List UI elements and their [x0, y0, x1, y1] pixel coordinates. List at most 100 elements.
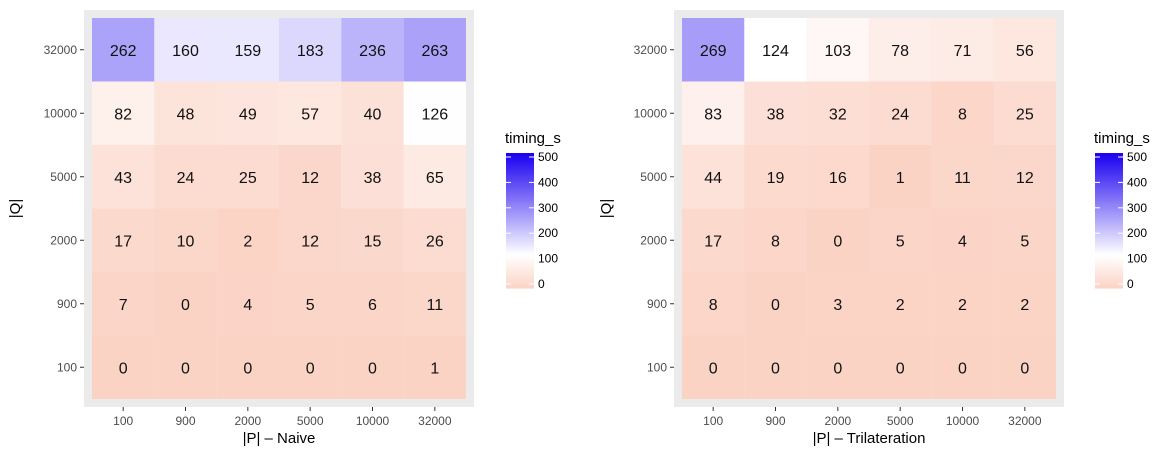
legend-gradient-step [1095, 164, 1123, 168]
legend-gradient-step [506, 270, 534, 273]
legend-gradient-step [506, 258, 534, 262]
legend-gradient-step [1095, 177, 1123, 181]
legend-gradient-step [1095, 175, 1123, 179]
cell-value-label: 0 [896, 360, 905, 377]
cell-value-label: 8 [709, 297, 718, 314]
legend-gradient-step [1095, 200, 1123, 204]
heatmap-cell [92, 81, 155, 145]
heatmap-cell [869, 208, 932, 272]
heatmap-cell [869, 145, 932, 209]
heatmap-cell [92, 335, 155, 399]
cell-value-label: 65 [426, 170, 444, 187]
cell-value-label: 0 [833, 233, 842, 250]
cell-value-label: 3 [833, 297, 842, 314]
heatmap-cell [154, 208, 217, 272]
legend-gradient-step [1095, 276, 1123, 280]
heatmap-cell [806, 81, 869, 145]
cell-value-label: 7 [119, 297, 128, 314]
legend-tick-label: 200 [1127, 226, 1147, 240]
legend-tick-label: 400 [1127, 175, 1147, 189]
y-tick-label: 2000 [50, 233, 77, 247]
heatmap-cell [216, 272, 279, 336]
legend-tick-label: 300 [538, 201, 558, 215]
x-tick-label: 2000 [234, 414, 261, 428]
legend-gradient-step [506, 220, 534, 224]
legend-gradient-step [1095, 238, 1123, 242]
heatmap-cell [869, 272, 932, 336]
heatmap-cell [993, 18, 1056, 82]
cell-value-label: 56 [1016, 43, 1034, 60]
cell-value-label: 40 [364, 106, 382, 123]
heatmap-cell [993, 81, 1056, 145]
heatmap-cell [92, 272, 155, 336]
heatmap-cell [744, 81, 807, 145]
x-tick-label: 32000 [1008, 414, 1042, 428]
legend-gradient-step [506, 238, 534, 242]
legend-gradient-step [1095, 211, 1123, 215]
legend-gradient-step [506, 256, 534, 260]
heatmap-cell [216, 145, 279, 209]
cell-value-label: 4 [958, 233, 967, 250]
legend-gradient-step [1095, 261, 1123, 264]
x-tick-label: 32000 [418, 414, 452, 428]
legend-gradient-step [1095, 218, 1123, 222]
legend-gradient-step [1095, 222, 1123, 226]
legend-gradient-step [506, 276, 534, 280]
y-tick-label: 2000 [640, 233, 667, 247]
x-tick-label: 5000 [297, 414, 324, 428]
y-tick-label: 10000 [44, 106, 78, 120]
cell-value-label: 0 [709, 360, 718, 377]
legend-gradient-step [506, 216, 534, 219]
legend-gradient-step [506, 171, 534, 174]
cell-value-label: 0 [833, 360, 842, 377]
legend-gradient-step [1095, 209, 1123, 213]
legend-gradient-step [1095, 267, 1123, 271]
legend-title: timing_s [505, 130, 561, 147]
legend-gradient-step [506, 204, 534, 208]
cell-value-label: 262 [110, 43, 137, 60]
heatmap-cell [403, 335, 466, 399]
heatmap-cell [216, 18, 279, 82]
legend-gradient-step [1095, 207, 1123, 210]
legend-gradient-step [506, 225, 534, 228]
legend-gradient-step [506, 202, 534, 206]
legend-gradient-step [506, 247, 534, 251]
legend-gradient-step [506, 173, 534, 177]
cell-value-label: 38 [364, 170, 382, 187]
heatmap-cell [931, 272, 994, 336]
heatmap-cell [216, 335, 279, 399]
legend-gradient-step [506, 211, 534, 215]
legend-gradient-step [1095, 247, 1123, 251]
cell-value-label: 2 [1020, 297, 1029, 314]
legend-gradient-step [506, 263, 534, 267]
legend-gradient-step [506, 177, 534, 181]
legend-gradient-step [1095, 234, 1123, 237]
heatmap-cell [931, 335, 994, 399]
legend-gradient-step [506, 234, 534, 237]
legend-gradient-step [1095, 168, 1123, 172]
cell-value-label: 19 [767, 170, 785, 187]
cell-value-label: 8 [771, 233, 780, 250]
cell-value-label: 263 [421, 43, 448, 60]
heatmap-cell [744, 272, 807, 336]
legend-gradient-step [1095, 243, 1123, 246]
heatmap-cell [993, 272, 1056, 336]
cell-value-label: 0 [771, 297, 780, 314]
legend-gradient-step [1095, 193, 1123, 197]
x-axis-title: |P| – Trilateration [813, 430, 926, 447]
legend-tick-label: 200 [538, 226, 558, 240]
x-axis-title: |P| – Naive [243, 430, 316, 447]
legend-gradient-step [1095, 256, 1123, 260]
cell-value-label: 4 [243, 297, 252, 314]
legend-tick-label: 400 [538, 175, 558, 189]
legend-gradient-step [506, 180, 534, 183]
cell-value-label: 5 [306, 297, 315, 314]
legend-gradient-step [506, 182, 534, 186]
heatmap-cell [806, 18, 869, 82]
heatmap-cell [341, 18, 404, 82]
legend-gradient-step [506, 164, 534, 168]
heatmap-cell [682, 208, 745, 272]
heatmap-cell [744, 208, 807, 272]
